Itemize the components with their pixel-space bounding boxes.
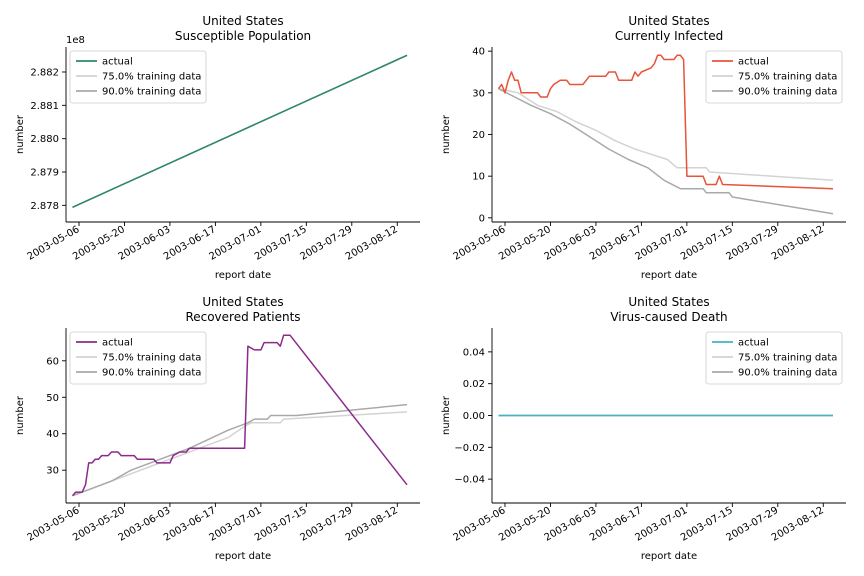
y-tick-label: 40 [46,429,59,440]
legend-label: 90.0% training data [102,87,201,98]
y-axis-label: number [441,114,452,154]
y-tick-label: 2.881 [30,101,59,112]
x-tick-label: 2003-08-12 [770,224,826,263]
legend-label: actual [102,57,133,68]
legend: actual 75.0% training data 90.0% training … [705,50,843,104]
legend-label: 75.0% training data [738,72,837,83]
legend-label: 90.0% training data [102,368,201,379]
chart-title: United States [202,14,283,28]
x-tick-label: 2003-08-12 [344,505,400,544]
y-tick-label: 50 [46,393,59,404]
y-axis-label: number [15,395,26,435]
x-axis-label: report date [641,270,697,281]
series-line-actual [497,54,834,190]
legend-box [69,331,207,385]
y-tick-label: 0.00 [463,411,485,422]
chart-title: United States [628,14,709,28]
y-axis-label: number [15,114,26,154]
y-tick-label: 20 [472,130,485,141]
y-axis-label: number [441,395,452,435]
legend: actual 75.0% training data 90.0% training … [69,50,207,104]
y-tick-label: 2.882 [30,68,59,79]
x-axis-label: report date [641,551,697,562]
y-tick-label: 0.04 [463,347,485,358]
x-tick-label: 2003-08-12 [770,505,826,544]
legend-label: actual [738,57,769,68]
chart-subtitle: Currently Infected [615,29,723,43]
series-line-training-75 [72,411,408,497]
y-tick-label: 60 [46,356,59,367]
y-tick-label: 10 [472,172,485,183]
y-tick-label: 2.879 [30,168,59,179]
x-tick-label: 2003-08-12 [344,224,400,263]
legend-box [705,331,843,385]
legend-label: 75.0% training data [102,72,201,83]
chart-title: United States [628,295,709,309]
legend-label: actual [738,338,769,349]
x-axis-label: report date [215,551,271,562]
series-line-training-90 [72,403,408,497]
series-line-actual [72,54,408,208]
series-line-training-75 [498,87,834,182]
series-line-training-90 [498,88,834,215]
legend-box [705,50,843,104]
y-tick-label: 30 [46,466,59,477]
series-line-actual [71,334,408,497]
legend-label: 75.0% training data [102,353,201,364]
y-tick-label: 30 [472,88,485,99]
legend-label: actual [102,338,133,349]
legend: actual 75.0% training data 90.0% training … [705,331,843,385]
legend: actual 75.0% training data 90.0% training … [69,331,207,385]
y-offset-label: 1e8 [66,35,85,46]
chart-subtitle: Susceptible Population [175,29,311,43]
legend-label: 90.0% training data [738,87,837,98]
chart-subtitle: Recovered Patients [185,310,300,324]
legend-label: 90.0% training data [738,368,837,379]
chart-title: United States [202,295,283,309]
y-tick-label: 0.02 [463,379,485,390]
chart-subtitle: Virus-caused Death [610,310,727,324]
y-tick-label: 2.880 [30,134,59,145]
legend-box [69,50,207,104]
legend-label: 75.0% training data [738,353,837,364]
x-axis-label: report date [215,270,271,281]
y-tick-label: −0.04 [454,475,485,486]
y-tick-label: 40 [472,47,485,58]
y-tick-label: 2.878 [30,201,59,212]
y-tick-label: −0.02 [454,443,485,454]
y-tick-label: 0 [479,213,485,224]
